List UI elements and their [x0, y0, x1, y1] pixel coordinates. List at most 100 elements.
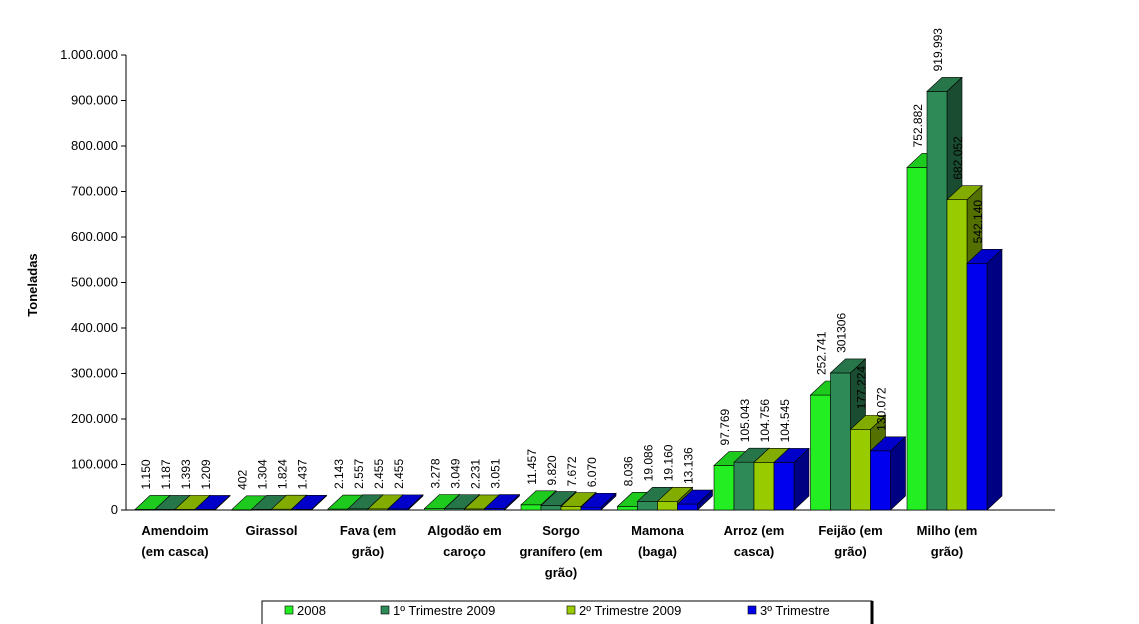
data-label: 177.224 [855, 366, 869, 410]
legend-swatch [380, 605, 390, 615]
legend: 2008 1º Trimestre 2009 2º Trimestre 2009 3º… [261, 600, 874, 624]
bar-side [986, 248, 1003, 511]
y-tick-label: 0 [111, 502, 118, 517]
bar-front [926, 91, 948, 511]
bar-front [713, 465, 735, 511]
legend-label: 2º Trimestre 2009 [579, 603, 681, 618]
data-label: 2.455 [392, 459, 406, 489]
data-label: 19.160 [662, 444, 676, 481]
bar-top [773, 448, 810, 463]
bar-top [580, 492, 617, 508]
bar-front [830, 372, 851, 511]
data-label: 2.231 [469, 459, 483, 489]
data-label: 402 [236, 469, 250, 489]
category-label: Amendoim (em casca) [141, 523, 208, 559]
bar-top [520, 490, 557, 506]
bar [483, 493, 521, 511]
legend-label: 3º Trimestre [760, 603, 830, 618]
y-tick-label: 100.000 [71, 457, 118, 472]
data-label: 752.882 [911, 104, 925, 148]
bar [194, 494, 231, 511]
bar-front [773, 462, 795, 511]
bar-top [849, 415, 887, 430]
data-label: 130.072 [875, 387, 889, 431]
y-tick-label: 400.000 [71, 320, 118, 335]
bar [676, 489, 714, 511]
data-label: 1.150 [139, 459, 153, 489]
bar-front [946, 199, 968, 511]
bar [387, 494, 424, 511]
data-label: 2.455 [372, 459, 386, 489]
y-tick-label: 600.000 [71, 229, 118, 244]
bar-front [657, 500, 678, 511]
bar-front [580, 506, 602, 511]
bar-front [966, 263, 988, 511]
data-label: 97.769 [718, 408, 732, 445]
bar-front [540, 505, 562, 511]
category-label: Sorgo granífero (em grão) [519, 523, 602, 580]
y-axis-label: Toneladas [25, 253, 40, 316]
bar-front [637, 501, 658, 511]
category-label: Algodão em caroço [427, 523, 501, 559]
data-label: 682.052 [951, 136, 965, 180]
data-label: 19.086 [642, 444, 656, 481]
y-tick-label: 900.000 [71, 93, 118, 108]
data-label: 104.756 [758, 399, 772, 443]
category-label: Girassol [245, 523, 297, 538]
y-tick-label: 300.000 [71, 366, 118, 381]
data-label: 3.278 [429, 458, 443, 488]
bars [134, 76, 1003, 511]
bar-top [194, 495, 231, 510]
bar [773, 447, 810, 511]
bar-top [869, 436, 907, 452]
data-label: 11.457 [525, 449, 539, 485]
value-labels: 1.150 1.187 1.393 1.209 402 1.304 1.824 1.437 2.… [139, 28, 985, 490]
bar-top [443, 494, 481, 509]
category-label: Mamona (baga) [631, 523, 685, 559]
data-label: 6.070 [585, 457, 599, 487]
data-label: 1.304 [256, 459, 270, 489]
bar-front [753, 462, 775, 511]
category-labels: Amendoim (em casca) Girassol Fava (em grão) A… [141, 523, 977, 580]
legend-swatch [747, 605, 757, 615]
bar-front [906, 167, 928, 511]
bar-front [870, 450, 891, 511]
data-label: 3.049 [449, 458, 463, 488]
legend-swatch [284, 605, 294, 615]
y-tick-label: 800.000 [71, 138, 118, 153]
bar [290, 494, 328, 511]
data-label: 1.437 [296, 459, 310, 489]
bar-top [290, 495, 328, 510]
data-label: 9.820 [545, 455, 559, 485]
bar-top [966, 249, 1003, 264]
data-label: 8.036 [622, 456, 636, 486]
data-label: 13.136 [682, 447, 696, 484]
legend-label: 1º Trimestre 2009 [393, 603, 495, 618]
bar-top [540, 491, 577, 506]
category-label: Arroz (em casca) [724, 523, 785, 559]
bar-front [810, 394, 831, 511]
bar-top [946, 185, 983, 200]
data-label: 105.043 [738, 399, 752, 443]
bar [869, 436, 907, 511]
bar-top [483, 494, 521, 509]
data-label: 252.741 [815, 331, 829, 375]
data-label: 3.051 [489, 458, 503, 488]
y-tick-label: 1.000.000 [60, 47, 118, 62]
data-label: 301306 [835, 313, 849, 353]
category-label: Milho (em grão) [917, 523, 978, 559]
y-tick-label: 700.000 [71, 184, 118, 199]
data-label: 542.140 [971, 200, 985, 244]
data-label: 2.143 [332, 459, 346, 489]
bar-front [733, 461, 755, 511]
bar-front [617, 506, 638, 511]
bar [580, 492, 617, 511]
data-label: 1.393 [179, 459, 193, 489]
bar-front [850, 429, 871, 511]
bar-top [560, 492, 597, 507]
y-tick-label: 500.000 [71, 275, 118, 290]
bar-top [656, 486, 694, 502]
data-label: 1.824 [276, 459, 290, 489]
bar-front [520, 504, 542, 511]
